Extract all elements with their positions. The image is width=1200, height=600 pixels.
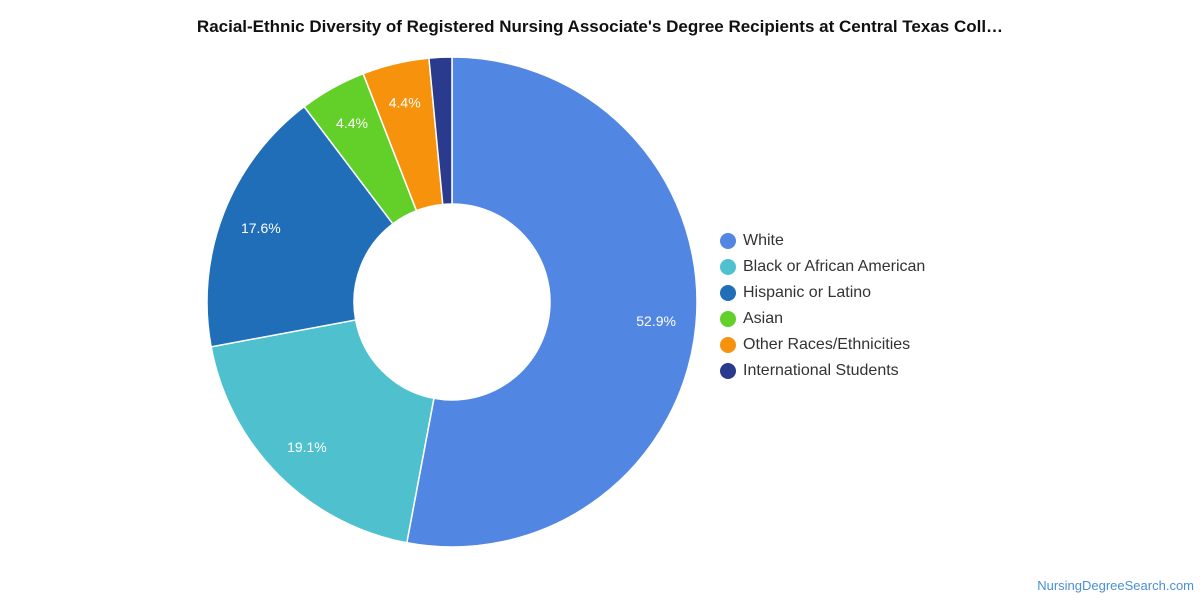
legend-label: International Students: [743, 362, 899, 379]
legend-item-white[interactable]: White: [720, 228, 925, 254]
legend-label: Other Races/Ethnicities: [743, 336, 911, 353]
chart-title: Racial-Ethnic Diversity of Registered Nu…: [196, 17, 1004, 36]
legend-label: Black or African American: [743, 258, 926, 275]
slice-black-or-african-american[interactable]: [210, 319, 435, 544]
legend-swatch-icon: [720, 233, 736, 249]
slice-hispanic-or-latino[interactable]: [206, 105, 394, 348]
slice-international-students[interactable]: [428, 56, 453, 206]
slice-label-black-or-african-american: 19.1%: [287, 439, 327, 455]
legend-item-black-or-african-american[interactable]: Black or African American: [720, 254, 925, 280]
slice-label-hispanic-or-latino: 17.6%: [241, 220, 281, 236]
legend-label: Asian: [743, 310, 784, 327]
source-credit[interactable]: NursingDegreeSearch.com: [1037, 578, 1194, 593]
chart-legend: White Black or African American Hispanic o…: [720, 228, 925, 384]
legend-item-other-races-ethnicities[interactable]: Other Races/Ethnicities: [720, 332, 925, 358]
legend-swatch-icon: [720, 337, 736, 353]
slice-label-white: 52.9%: [636, 313, 676, 329]
legend-item-asian[interactable]: Asian: [720, 306, 925, 332]
legend-swatch-icon: [720, 285, 736, 301]
slices-group: [206, 56, 698, 548]
legend-swatch-icon: [720, 363, 736, 379]
legend-item-hispanic-or-latino[interactable]: Hispanic or Latino: [720, 280, 925, 306]
legend-swatch-icon: [720, 259, 736, 275]
slice-label-other-races-ethnicities: 4.4%: [389, 95, 421, 111]
legend-label: Hispanic or Latino: [743, 284, 872, 301]
legend-label: White: [743, 232, 784, 249]
slice-labels-group: 52.9% 19.1% 17.6% 4.4% 4.4%: [241, 95, 676, 455]
legend-item-international-students[interactable]: International Students: [720, 358, 925, 384]
slice-label-asian: 4.4%: [336, 115, 368, 131]
legend-swatch-icon: [720, 311, 736, 327]
slice-white[interactable]: [405, 56, 698, 548]
